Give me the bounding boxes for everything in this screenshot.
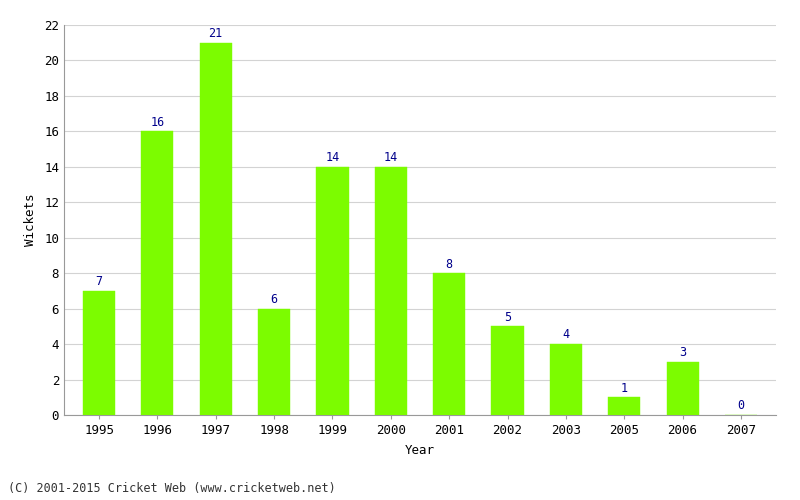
Bar bbox=[142, 132, 174, 415]
Text: 6: 6 bbox=[270, 293, 278, 306]
Bar bbox=[83, 291, 115, 415]
Text: 14: 14 bbox=[384, 151, 398, 164]
Bar bbox=[550, 344, 582, 415]
Text: 7: 7 bbox=[95, 275, 102, 288]
Bar bbox=[317, 167, 349, 415]
Text: 4: 4 bbox=[562, 328, 570, 342]
Text: (C) 2001-2015 Cricket Web (www.cricketweb.net): (C) 2001-2015 Cricket Web (www.cricketwe… bbox=[8, 482, 336, 495]
Bar bbox=[433, 273, 466, 415]
Text: 21: 21 bbox=[209, 27, 223, 40]
Bar bbox=[666, 362, 698, 415]
Text: 5: 5 bbox=[504, 310, 511, 324]
Bar bbox=[258, 308, 290, 415]
Text: 14: 14 bbox=[326, 151, 339, 164]
Text: 8: 8 bbox=[446, 258, 453, 270]
Text: 3: 3 bbox=[679, 346, 686, 359]
Bar bbox=[200, 42, 232, 415]
Text: 16: 16 bbox=[150, 116, 165, 128]
Text: 1: 1 bbox=[621, 382, 628, 394]
X-axis label: Year: Year bbox=[405, 444, 435, 457]
Bar bbox=[374, 167, 407, 415]
Bar bbox=[491, 326, 523, 415]
Y-axis label: Wickets: Wickets bbox=[24, 194, 37, 246]
Text: 0: 0 bbox=[738, 400, 745, 412]
Bar bbox=[608, 398, 640, 415]
